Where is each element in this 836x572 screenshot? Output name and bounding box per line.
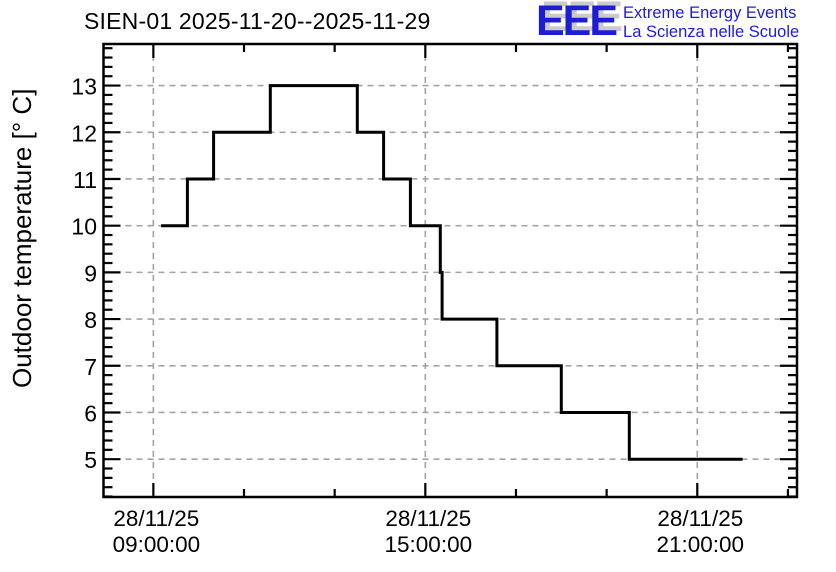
eee-logo: EEE Extreme Energy Events La Scienza nel… <box>536 0 799 45</box>
svg-text:5: 5 <box>84 447 97 473</box>
svg-text:11: 11 <box>73 167 97 193</box>
temperature-series-line <box>161 84 743 461</box>
y-tick-labels: 5 6 7 8 9 10 11 12 13 <box>71 74 97 474</box>
svg-text:28/11/25: 28/11/25 <box>113 506 199 531</box>
axis-ticks <box>103 44 797 498</box>
svg-text:13: 13 <box>71 74 97 100</box>
svg-text:10: 10 <box>71 214 97 240</box>
eee-logo-acronym: EEE <box>536 0 618 45</box>
svg-text:7: 7 <box>84 354 97 380</box>
x-tick-labels: 28/11/2509:00:0028/11/2515:00:0028/11/25… <box>113 506 745 557</box>
plot-frame <box>102 42 799 499</box>
y-axis-title: Outdoor temperature [° C] <box>7 88 37 388</box>
svg-text:21:00:00: 21:00:00 <box>656 532 744 557</box>
svg-text:15:00:00: 15:00:00 <box>385 532 473 557</box>
eee-logo-tagline-2: La Scienza nelle Scuole <box>623 23 800 41</box>
svg-text:28/11/25: 28/11/25 <box>385 506 471 531</box>
chart-title: SIEN-01 2025-11-20--2025-11-29 <box>84 8 431 34</box>
svg-text:28/11/25: 28/11/25 <box>657 506 743 531</box>
eee-logo-tagline-1: Extreme Energy Events <box>623 4 797 22</box>
svg-text:09:00:00: 09:00:00 <box>113 532 201 557</box>
svg-text:9: 9 <box>84 260 97 286</box>
gridlines <box>103 44 797 497</box>
svg-text:8: 8 <box>84 307 97 333</box>
svg-text:6: 6 <box>84 400 97 426</box>
eee-logo-taglines: Extreme Energy Events La Scienza nelle S… <box>623 2 799 42</box>
svg-text:12: 12 <box>71 120 97 146</box>
